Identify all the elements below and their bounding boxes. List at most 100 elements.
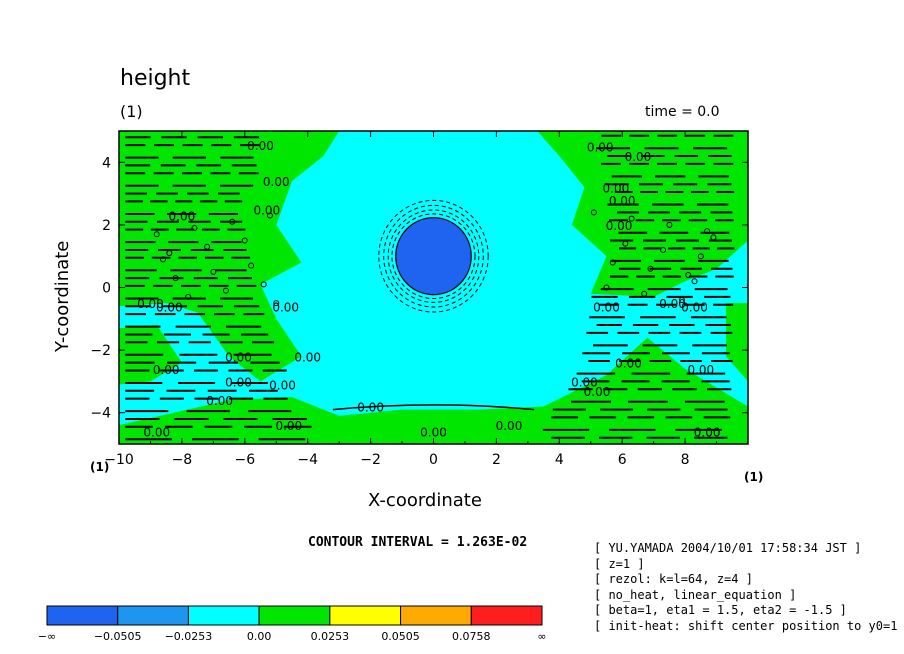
contour-loop [622, 240, 629, 247]
contour-loop [647, 265, 654, 272]
legend-swatch [329, 605, 402, 626]
contour-loop [666, 221, 673, 228]
info-block: [ YU.YAMADA 2004/10/01 17:58:34 JST ] [ … [594, 541, 904, 635]
contour-loop [153, 231, 160, 238]
contour-loop [590, 209, 597, 216]
y-tick-label: 4 [102, 155, 111, 171]
contour-loop [697, 253, 704, 260]
contour-label: 0.00 [156, 300, 183, 314]
contour-loop [166, 250, 173, 257]
contour-label: 0.00 [357, 400, 384, 414]
legend-swatch [470, 605, 543, 626]
contour-field: 0.000.000.000.000.000.000.000.00 0.000.00… [119, 131, 748, 444]
contour-loop [191, 225, 198, 232]
contour-loop [641, 290, 648, 297]
x-tick-label: −8 [172, 452, 193, 468]
corner-label-right: (1) [744, 470, 764, 484]
contour-loop [185, 293, 192, 300]
legend-swatch [187, 605, 260, 626]
contour-label: 0.00 [496, 419, 523, 433]
x-tick-label: 0 [429, 452, 438, 468]
contour-loop [628, 215, 635, 222]
contour-label: 0.00 [169, 210, 196, 224]
green-region [537, 131, 748, 297]
y-tick-label: −2 [90, 343, 111, 359]
x-tick-label: 8 [681, 452, 690, 468]
contour-loop [704, 228, 711, 235]
x-tick-label: 2 [492, 452, 501, 468]
contour-loop [603, 284, 610, 291]
contour-label: 0.00 [137, 297, 164, 311]
contour-label: 0.00 [253, 203, 280, 217]
contour-loop [204, 243, 211, 250]
x-tick-label: −4 [297, 452, 318, 468]
legend-level-label: 0.0758 [452, 630, 491, 643]
contour-loop [229, 218, 236, 225]
contour-loop [685, 271, 692, 278]
color-legend: −∞ −0.0505 −0.0253 0.00 0.0253 0.0505 0.0758 ∞ [38, 605, 547, 643]
contour-label: 0.00 [587, 141, 614, 155]
contour-loop [210, 268, 217, 275]
negative-contour-line [383, 204, 484, 308]
contour-label: 0.00 [263, 175, 290, 189]
negative-contour-line [387, 209, 480, 303]
y-axis-label: Y-coordinate [52, 240, 73, 352]
contour-label: 0.00 [694, 425, 721, 439]
contour-label: 0.00 [615, 357, 642, 371]
contour-loop [273, 300, 280, 307]
legend-level-label: 0.0505 [381, 630, 420, 643]
contour-label: 0.00 [625, 150, 652, 164]
contour-label: 0.00 [206, 394, 233, 408]
contour-label: 0.00 [143, 425, 170, 439]
contour-line [332, 404, 535, 411]
contour-loop [248, 262, 255, 269]
contour-loop [678, 297, 685, 304]
contour-label: 0.00 [247, 139, 274, 153]
contour-label: 0.00 [153, 363, 180, 377]
legend-level-label: −0.0505 [94, 630, 142, 643]
chart-title: height [120, 66, 191, 91]
contour-loop [160, 256, 167, 263]
axes: −10 −8 −6 −4 −2 0 2 4 6 8 −4 −2 0 2 4 [90, 131, 749, 468]
legend-level-label: ∞ [537, 630, 546, 643]
legend-level-label: 0.00 [247, 630, 272, 643]
contour-interval: CONTOUR INTERVAL = 1.263E-02 [308, 535, 528, 550]
y-tick-label: 2 [102, 218, 111, 234]
contour-label: 0.00 [606, 219, 633, 233]
x-tick-label: −2 [360, 452, 381, 468]
x-tick-label: −10 [104, 452, 134, 468]
time-label: time = 0.0 [645, 104, 720, 120]
contour-label: 0.00 [225, 350, 252, 364]
contour-loop [172, 275, 179, 282]
contour-label: 0.00 [269, 379, 296, 393]
negative-contour-line [391, 213, 476, 300]
contour-loop [660, 246, 667, 253]
legend-swatch [117, 605, 189, 626]
contour-loop [691, 278, 698, 285]
contour-loop [222, 287, 229, 294]
low-center [395, 217, 472, 296]
info-line: [ no_heat, linear_equation ] [594, 587, 797, 602]
info-line: [ rezol: k=l=64, z=4 ] [594, 572, 753, 587]
contour-label: 0.00 [275, 419, 302, 433]
contour-label: 0.00 [603, 181, 630, 195]
contour-label: 0.00 [593, 300, 620, 314]
legend-swatch [258, 605, 331, 626]
legend-swatch [46, 605, 119, 626]
contour-loop [609, 259, 616, 266]
contour-loop [241, 237, 248, 244]
contour-label: 0.00 [225, 375, 252, 389]
x-tick-label: 4 [555, 452, 564, 468]
contour-loop [710, 234, 717, 241]
y-tick-label: 0 [102, 281, 111, 297]
y-tick-label: −4 [90, 406, 111, 422]
contour-label: 0.00 [571, 375, 598, 389]
negative-contour-line [378, 199, 489, 313]
legend-level-label: 0.0253 [311, 630, 350, 643]
info-line: [ YU.YAMADA 2004/10/01 17:58:34 JST ] [594, 541, 862, 555]
contour-loop [260, 281, 267, 288]
contour-label: 0.00 [609, 194, 636, 208]
contour-label: 0.00 [294, 350, 321, 364]
corner-label-left: (1) [90, 460, 110, 474]
